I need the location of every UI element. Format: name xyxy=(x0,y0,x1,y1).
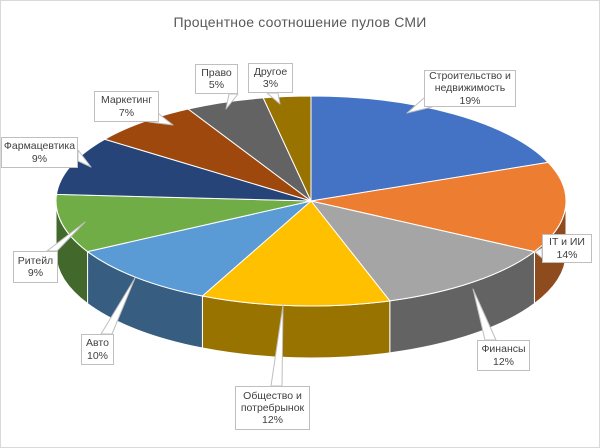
callout-leader-law xyxy=(225,93,239,110)
data-label-auto[interactable]: Авто 10% xyxy=(81,334,114,365)
data-label-other[interactable]: Другое 3% xyxy=(248,63,293,93)
data-label-retail[interactable]: Ритейл 9% xyxy=(13,251,58,283)
data-label-pharma[interactable]: Фармацевтика 9% xyxy=(1,137,78,168)
data-label-construction[interactable]: Строительство и недвижимость 19% xyxy=(424,70,516,107)
data-label-law[interactable]: Право 5% xyxy=(195,64,238,94)
callout-leader-other xyxy=(266,92,281,105)
pie-slice-society[interactable] xyxy=(201,200,391,307)
pie-slice-auto[interactable] xyxy=(87,200,312,297)
data-label-it-ai[interactable]: IT и ИИ 14% xyxy=(542,234,592,263)
pie-slice-construction[interactable] xyxy=(310,95,549,202)
pie-slice-marketing[interactable] xyxy=(104,108,312,202)
pie-slice-finance[interactable] xyxy=(310,200,535,302)
data-label-society[interactable]: Общество и потребрынок 12% xyxy=(235,386,310,430)
callout-leader-pharma xyxy=(77,149,92,168)
data-label-marketing[interactable]: Маркетинг 7% xyxy=(94,91,159,122)
chart-title[interactable]: Процентное соотношение пулов СМИ xyxy=(173,14,427,30)
pie-slice-retail[interactable] xyxy=(55,193,312,253)
data-label-finance[interactable]: Финансы 12% xyxy=(477,340,530,371)
pie-slice-other[interactable] xyxy=(262,95,312,202)
